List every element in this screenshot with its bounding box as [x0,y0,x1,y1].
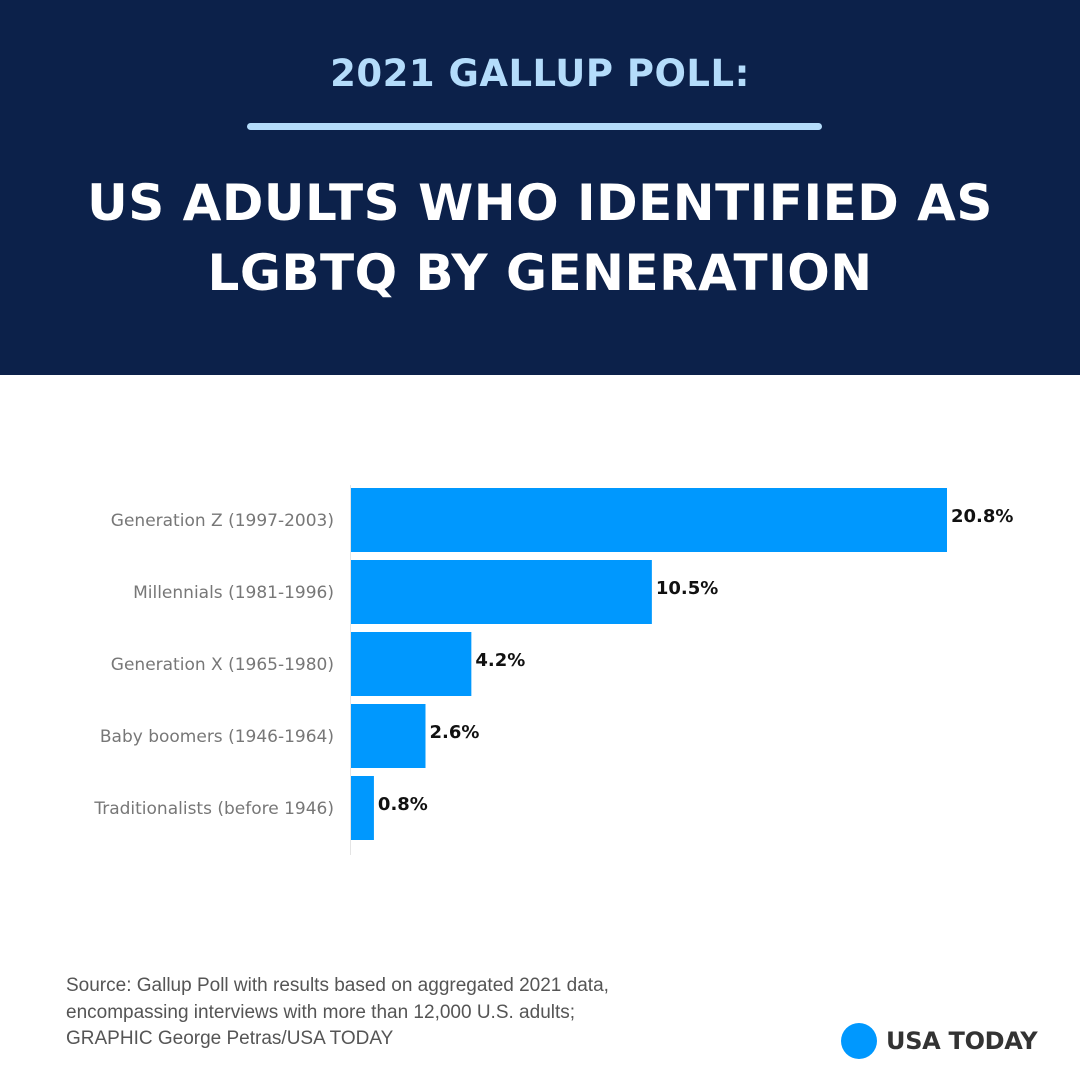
value-label: 20.8% [951,506,1013,527]
chart-title: US ADULTS WHO IDENTIFIED AS LGBTQ BY GEN… [0,168,1080,308]
credit-line: GRAPHIC George Petras/USA TODAY [66,1028,394,1049]
kicker: 2021 GALLUP POLL: [330,52,750,95]
bar [351,704,426,768]
source-line-1: Source: Gallup Poll with results based o… [66,975,609,996]
header-divider [247,123,822,130]
category-label: Millennials (1981-1996) [133,583,334,603]
bar [351,488,947,552]
value-label: 2.6% [430,722,480,743]
category-label: Generation X (1965-1980) [111,655,334,675]
logo-text: USA TODAY [886,1027,1038,1055]
chart-title-line-1: US ADULTS WHO IDENTIFIED AS [87,174,993,232]
category-label: Baby boomers (1946-1964) [100,727,334,747]
category-label: Traditionalists (before 1946) [93,799,334,819]
value-label: 0.8% [378,794,428,815]
category-label: Generation Z (1997-2003) [111,511,334,531]
source-note: Source: Gallup Poll with results based o… [66,973,826,1053]
bar [351,560,652,624]
bars-group: Generation Z (1997-2003) 20.8% Millennials… [93,488,1013,840]
value-label: 10.5% [656,578,718,599]
source-line-2: encompassing interviews with more than 1… [66,1001,576,1023]
logo-dot-icon [841,1023,877,1059]
chart-title-line-2: LGBTQ BY GENERATION [207,244,873,302]
bar [351,632,472,696]
usa-today-logo: USA TODAY [841,1022,1038,1060]
header-banner: 2021 GALLUP POLL: US ADULTS WHO IDENTIFI… [0,0,1080,375]
bar [351,776,374,840]
value-label: 4.2% [475,650,525,671]
